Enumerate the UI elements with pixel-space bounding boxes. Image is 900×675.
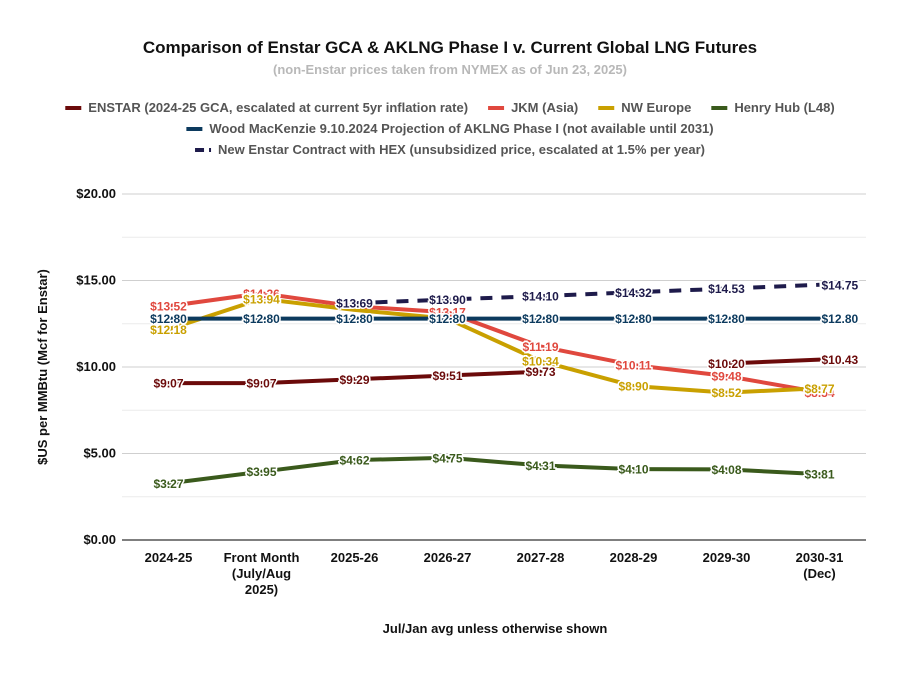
data-label: $12.80 <box>150 312 187 326</box>
data-label: $10.34 <box>522 355 559 369</box>
data-label: $9.48 <box>711 369 741 383</box>
x-tick-label: 2026-27 <box>424 550 472 565</box>
legend-label: Wood MacKenzie 9.10.2024 Projection of A… <box>209 121 713 136</box>
series-line <box>354 282 820 306</box>
data-label: $8.54 <box>804 386 834 400</box>
data-label: $9.07 <box>246 377 276 391</box>
y-tick-label: $0.00 <box>83 532 116 547</box>
y-tick-label: $10.00 <box>76 359 116 374</box>
series-lines <box>166 282 822 486</box>
y-tick-label: $5.00 <box>83 446 116 461</box>
y-axis-label: $US per MMBtu (Mcf for Enstar) <box>35 269 50 465</box>
data-label: $14.53 <box>708 282 745 296</box>
x-tick-label: 2024-25 <box>145 550 193 565</box>
data-label: $12.80 <box>243 312 280 326</box>
y-tick-label: $20.00 <box>76 186 116 201</box>
legend-label: NW Europe <box>621 100 691 115</box>
x-tick-label: 2027-28 <box>517 550 565 565</box>
data-label: $3.27 <box>153 477 183 491</box>
data-label: $12.80 <box>336 312 373 326</box>
data-label: $10.11 <box>615 359 651 373</box>
data-label: $4.10 <box>618 463 648 477</box>
chart-title: Comparison of Enstar GCA & AKLNG Phase I… <box>143 38 757 57</box>
data-label: $4.62 <box>339 454 369 468</box>
legend-item: ENSTAR (2024-25 GCA, escalated at curren… <box>65 100 468 115</box>
legend: ENSTAR (2024-25 GCA, escalated at curren… <box>65 100 835 157</box>
data-label: $4.31 <box>525 459 555 473</box>
x-tick-label: 2025-26 <box>331 550 379 565</box>
data-label: $8.77 <box>804 382 834 396</box>
legend-item: JKM (Asia) <box>488 100 578 115</box>
y-axis: $0.00 $5.00 $10.00 $15.00 $20.00 <box>76 186 116 547</box>
data-label: $13.17 <box>429 306 466 320</box>
data-label: $12.80 <box>822 312 859 326</box>
x-tick-label: 2028-29 <box>610 550 658 565</box>
legend-label: ENSTAR (2024-25 GCA, escalated at curren… <box>88 100 468 115</box>
data-label: $3.81 <box>804 468 834 482</box>
gridlines <box>122 193 866 541</box>
data-label: $8.52 <box>711 386 741 400</box>
legend-item: New Enstar Contract with HEX (unsubsidiz… <box>195 142 705 157</box>
data-label: $11.19 <box>522 340 558 354</box>
data-label: $14.10 <box>522 290 559 304</box>
data-label: $9.07 <box>153 377 183 391</box>
series-line <box>166 357 822 386</box>
series-line <box>166 296 822 395</box>
data-label: $13.52 <box>150 300 187 314</box>
data-label: $13.69 <box>336 297 373 311</box>
legend-label: JKM (Asia) <box>511 100 578 115</box>
data-label: $10.43 <box>822 353 859 367</box>
data-label: $3.95 <box>246 465 276 479</box>
data-label: $13.90 <box>429 293 466 307</box>
data-label: $14.32 <box>615 286 652 300</box>
data-label: $9.51 <box>432 369 462 383</box>
data-labels: $9.07 $9.07 $9.29 $9.51 $9.73 $10.20 $10.43 $13… <box>149 277 860 493</box>
data-label: $13.94 <box>243 292 280 306</box>
data-label: $14.75 <box>822 278 859 292</box>
data-label: $4.08 <box>711 463 741 477</box>
x-axis: 2024-25 Front Month (July/Aug 2025) 2025-26 2… <box>145 550 844 597</box>
data-label: $12.80 <box>522 312 559 326</box>
legend-item: Wood MacKenzie 9.10.2024 Projection of A… <box>186 121 714 136</box>
legend-item: Henry Hub (L48) <box>711 100 835 115</box>
data-label: $8.90 <box>618 380 648 394</box>
data-label: $12.80 <box>615 312 652 326</box>
data-label: $12.18 <box>150 323 187 337</box>
data-label: $4.75 <box>432 451 462 465</box>
chart-subtitle: (non-Enstar prices taken from NYMEX as o… <box>273 62 627 77</box>
series-line <box>166 291 822 395</box>
x-tick-label: 2030-31 (Dec) <box>796 550 844 581</box>
data-label: $14.26 <box>243 287 280 301</box>
x-axis-label: Jul/Jan avg unless otherwise shown <box>383 621 608 636</box>
data-label: $10.20 <box>708 357 745 371</box>
data-label: $12.80 <box>429 312 466 326</box>
y-tick-label: $15.00 <box>76 273 116 288</box>
data-label: $9.29 <box>339 373 369 387</box>
data-label: $12.80 <box>708 312 745 326</box>
legend-item: NW Europe <box>598 100 691 115</box>
x-tick-label: 2029-30 <box>703 550 751 565</box>
legend-label: Henry Hub (L48) <box>734 100 834 115</box>
x-tick-label: Front Month (July/Aug 2025) <box>224 550 300 597</box>
series-line <box>166 455 822 486</box>
legend-label: New Enstar Contract with HEX (unsubsidiz… <box>218 142 705 157</box>
data-label: $9.73 <box>525 365 555 379</box>
